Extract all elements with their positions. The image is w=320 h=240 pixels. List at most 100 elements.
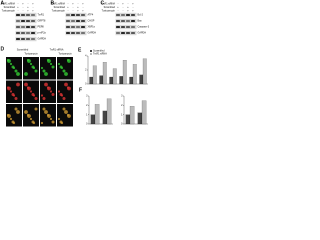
blot-band <box>66 32 70 34</box>
blot-band <box>31 32 35 34</box>
protein-label: GAPDH <box>38 38 47 41</box>
cell <box>64 72 68 76</box>
blot-band <box>26 26 30 28</box>
blot-band <box>31 38 35 40</box>
condition-sign: + <box>132 10 134 13</box>
panel-label: D <box>1 46 5 52</box>
cell <box>12 121 16 125</box>
cell <box>60 121 64 125</box>
blot-band <box>131 20 135 22</box>
cell <box>47 114 51 118</box>
cell <box>7 114 11 118</box>
y-tick-label: 2 <box>86 104 88 107</box>
cell <box>62 69 66 73</box>
blot-band <box>126 26 130 28</box>
cell <box>44 82 48 87</box>
cell <box>62 97 66 100</box>
legend-swatch <box>90 53 92 55</box>
cell <box>14 107 18 111</box>
protein-label: Bax <box>138 20 143 23</box>
condition-sign: - <box>118 3 119 6</box>
cell <box>42 107 46 111</box>
cell <box>16 72 20 76</box>
condition-sign: - <box>83 6 84 9</box>
legend-swatch <box>90 50 92 52</box>
condition-sign: + <box>27 6 29 9</box>
y-tick-label: 1 <box>86 113 88 116</box>
cell <box>16 82 20 87</box>
condition-sign: + <box>27 10 29 13</box>
cell <box>27 59 31 63</box>
condition-sign: - <box>33 6 34 9</box>
condition-sign: + <box>77 6 79 9</box>
cell <box>34 107 38 111</box>
y-tick-label: 1 <box>121 113 123 116</box>
blot-band <box>66 26 70 28</box>
condition-sign: + <box>32 10 34 13</box>
blot-band <box>16 14 20 16</box>
blot-band <box>131 14 135 16</box>
blot-band <box>31 20 35 22</box>
blot-band <box>26 38 30 40</box>
micrograph <box>23 57 39 80</box>
protein-label: XBP1s <box>88 26 96 29</box>
blot-band <box>76 20 80 22</box>
condition-name: Scrambled <box>4 6 16 9</box>
panel-label: F <box>79 87 82 93</box>
bar <box>102 110 108 125</box>
cell <box>40 66 44 70</box>
blot-band <box>76 32 80 34</box>
cell <box>27 86 31 91</box>
blot-band <box>121 14 125 16</box>
cell <box>42 97 46 100</box>
cell <box>27 114 31 118</box>
y-tick-label: 2 <box>85 69 87 72</box>
cell <box>34 97 38 100</box>
condition-sign: - <box>18 10 19 13</box>
panel-label: C <box>101 0 105 6</box>
bar <box>122 60 127 85</box>
condition-sign: - <box>118 10 119 13</box>
bar <box>99 75 104 85</box>
y-tick-label: 3 <box>121 95 123 98</box>
condition-sign: + <box>72 3 74 6</box>
cell <box>51 120 55 124</box>
image-subcolumn: Tunicamycin <box>24 53 38 56</box>
condition-name: Scrambled <box>104 6 116 9</box>
blot-band <box>71 26 75 28</box>
condition-sign: + <box>127 6 129 9</box>
panel-label: B <box>51 0 55 6</box>
condition-sign: - <box>18 3 19 6</box>
protein-label: TrxR1 <box>38 14 45 17</box>
blot-band <box>116 26 120 28</box>
cell <box>24 72 28 76</box>
blot-band <box>16 32 20 34</box>
cell <box>32 66 36 70</box>
condition-sign: - <box>123 6 124 9</box>
bar <box>142 58 147 85</box>
cell <box>49 90 53 93</box>
cell <box>9 62 13 66</box>
condition-sign: + <box>82 3 84 6</box>
cell <box>64 110 68 114</box>
cell <box>7 59 11 63</box>
cell <box>51 93 55 96</box>
condition-sign: - <box>73 6 74 9</box>
bar <box>132 64 137 85</box>
micrograph <box>23 104 39 127</box>
y-tick-label: 4 <box>85 55 87 58</box>
blot-band <box>21 38 25 40</box>
panel-label: A <box>1 0 5 6</box>
bar <box>94 104 100 125</box>
blot-band <box>21 26 25 28</box>
cell <box>42 69 46 73</box>
condition-sign: + <box>67 6 69 9</box>
micrograph <box>57 80 73 103</box>
blot-band <box>126 32 130 34</box>
blot-band <box>126 14 130 16</box>
condition-sign: + <box>32 3 34 6</box>
blot-band <box>126 20 130 22</box>
image-column: TrxR1 siRNA <box>50 49 64 52</box>
cell <box>51 65 55 69</box>
blot-band <box>16 38 20 40</box>
